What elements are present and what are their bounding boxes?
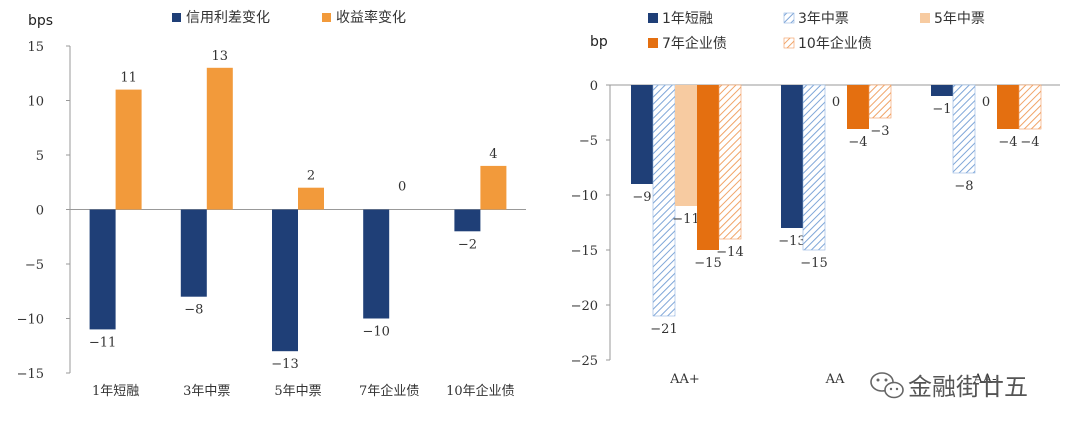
watermark: 金融街廿五: [870, 372, 1028, 401]
y-tick-label: −25: [571, 354, 598, 369]
legend-swatch: [648, 13, 658, 23]
data-label: −11: [672, 212, 699, 227]
data-label: −14: [716, 245, 743, 260]
legend-label: 1年短融: [662, 11, 713, 27]
left-chart: 15 10 5 0 −5 −10 −15 bps −11 11 1年短融 −8 13 3年中票 −13 2 5年…: [17, 9, 526, 399]
bar: [631, 85, 653, 184]
data-label: −4: [998, 135, 1017, 150]
bar: [206, 67, 233, 210]
y-tick-label: 10: [27, 95, 44, 110]
right-chart: 0−5−10−15−20−25bp−9−21−11−15−14AA+−13−15…: [571, 11, 1060, 387]
y-tick-label: −15: [571, 244, 598, 259]
data-label: −10: [362, 325, 389, 340]
data-label: −8: [184, 303, 203, 318]
legend-label: 收益率变化: [336, 9, 406, 26]
bar: [868, 84, 892, 119]
data-label: 13: [212, 49, 229, 64]
data-label: 0: [982, 95, 990, 110]
x-tick-label: 5年中票: [274, 384, 321, 399]
legend-swatch: [920, 13, 930, 23]
x-tick-label: AA+: [669, 372, 700, 387]
data-label: 0: [832, 95, 840, 110]
data-label: 0: [398, 180, 406, 195]
wechat-icon: [870, 372, 904, 399]
y-tick-label: 15: [27, 40, 44, 55]
legend-label: 7年企业债: [662, 35, 727, 52]
bar: [1018, 84, 1042, 130]
x-tick-label: 3年中票: [183, 384, 230, 399]
y-tick-label: −5: [25, 258, 44, 273]
legend-label: 5年中票: [934, 11, 985, 27]
y-tick-label: −5: [579, 134, 598, 149]
bar: [718, 84, 742, 240]
data-label: −2: [458, 237, 477, 252]
data-label: −15: [694, 256, 721, 271]
bar: [454, 209, 481, 232]
y-tick-label: 5: [36, 149, 44, 164]
data-label: −8: [954, 179, 973, 194]
data-label: 11: [120, 71, 137, 86]
legend-swatch: [172, 13, 181, 22]
data-label: −4: [848, 135, 867, 150]
y-tick-label: −15: [17, 367, 44, 382]
x-tick-label: 10年企业债: [446, 383, 515, 399]
y-axis-label: bp: [590, 34, 608, 50]
bar: [363, 209, 390, 319]
legend-swatch: [783, 12, 795, 24]
watermark-text: 金融街廿五: [908, 373, 1028, 401]
legend-label: 信用利差变化: [186, 10, 270, 26]
bar: [931, 85, 953, 96]
bar: [952, 84, 976, 174]
y-tick-label: 0: [590, 79, 598, 94]
y-tick-label: −20: [571, 299, 598, 314]
bar: [802, 84, 826, 251]
y-tick-label: −10: [571, 189, 598, 204]
bar: [89, 209, 116, 330]
bar: [298, 187, 324, 210]
bar: [272, 209, 298, 352]
x-tick-label: 1年短融: [92, 384, 139, 399]
bar: [675, 85, 697, 206]
legend-label: 3年中票: [798, 11, 849, 27]
data-label: −3: [870, 124, 889, 139]
data-label: −15: [800, 256, 827, 271]
legend-swatch: [783, 37, 795, 49]
data-label: −21: [650, 322, 677, 337]
legend-swatch: [648, 38, 658, 48]
x-tick-label: 7年企业债: [359, 383, 419, 399]
bar: [652, 84, 676, 317]
data-label: 4: [489, 147, 497, 162]
data-label: −4: [1020, 135, 1039, 150]
legend-swatch: [322, 13, 331, 22]
data-label: −11: [89, 335, 116, 350]
bar: [115, 89, 142, 210]
data-label: −13: [778, 234, 805, 249]
bar: [697, 85, 719, 250]
y-tick-label: 0: [36, 204, 44, 219]
x-tick-label: AA-: [972, 372, 996, 387]
bar: [997, 85, 1019, 129]
y-axis-label: bps: [28, 13, 53, 29]
data-label: −13: [271, 357, 298, 372]
data-label: −1: [932, 102, 951, 117]
bar: [847, 85, 869, 129]
x-tick-label: AA: [825, 372, 845, 387]
y-tick-label: −10: [17, 313, 44, 328]
data-label: −9: [632, 190, 651, 205]
bar: [781, 85, 803, 228]
bar: [480, 165, 507, 210]
legend-label: 10年企业债: [798, 35, 872, 52]
bar: [180, 209, 207, 297]
data-label: 2: [307, 169, 315, 184]
